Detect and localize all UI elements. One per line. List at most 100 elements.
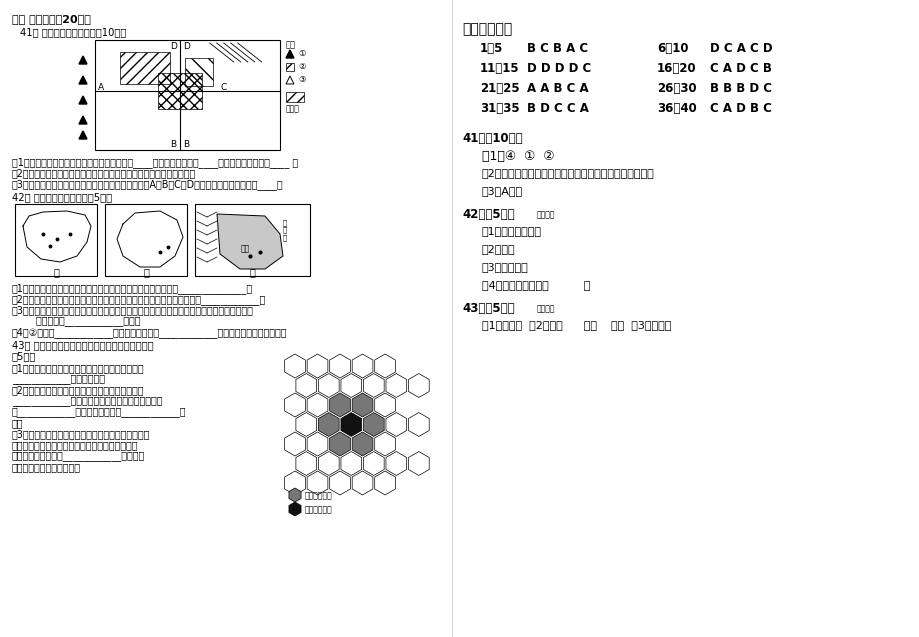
Polygon shape	[284, 393, 305, 417]
Polygon shape	[284, 432, 305, 456]
Bar	[15, 204, 96, 276]
Polygon shape	[329, 432, 350, 456]
Text: B B B D C: B B B D C	[709, 82, 771, 95]
Polygon shape	[286, 50, 294, 58]
Text: 草原: 草原	[240, 244, 249, 253]
Text: 居民区: 居民区	[286, 104, 300, 113]
Text: 旧城商业用地: 旧城商业用地	[305, 491, 333, 500]
Polygon shape	[341, 373, 361, 397]
Polygon shape	[79, 96, 87, 104]
Polygon shape	[352, 432, 372, 456]
Text: 41．（10分）: 41．（10分）	[461, 132, 522, 145]
Polygon shape	[386, 373, 406, 397]
Polygon shape	[374, 471, 395, 495]
Text: 甲: 甲	[53, 267, 59, 277]
Bar	[185, 58, 213, 86]
Text: 是____________中心，其余六个为____________中: 是____________中心，其余六个为____________中	[12, 407, 187, 417]
Polygon shape	[217, 214, 283, 269]
Text: C: C	[221, 83, 227, 92]
Polygon shape	[318, 373, 339, 397]
Text: 43． 读北京市商业中心分布示意图，回答下列问题: 43． 读北京市商业中心分布示意图，回答下列问题	[12, 340, 153, 350]
Text: （4）②城市是____________，靠近农业地区是____________草原，该草原以牾牛为主。: （4）②城市是____________，靠近农业地区是____________草…	[12, 327, 288, 338]
Polygon shape	[363, 452, 384, 475]
Polygon shape	[79, 56, 87, 64]
Polygon shape	[386, 413, 406, 436]
Text: 21＇25: 21＇25	[480, 82, 519, 95]
Bar	[286, 63, 294, 71]
Text: （2）小麦: （2）小麦	[482, 244, 515, 254]
Polygon shape	[352, 471, 372, 495]
Polygon shape	[307, 471, 327, 495]
Text: （3）新中国成立后，在旧城外边展加了新街道，北新: （3）新中国成立后，在旧城外边展加了新街道，北新	[12, 429, 150, 439]
Text: 42． 读下图，回答问题：（5分）: 42． 读下图，回答问题：（5分）	[12, 192, 112, 202]
Text: （2）两种农业地域类型的农场一般多为家庭经营的，种植的农作物中均有____________，: （2）两种农业地域类型的农场一般多为家庭经营的，种植的农作物中均有_______…	[12, 294, 266, 305]
Text: （3）为改善城市环境，拟建设一条防护林带，在图中A、B、C、D四地带中，效果最好的是____。: （3）为改善城市环境，拟建设一条防护林带，在图中A、B、C、D四地带中，效果最好…	[12, 179, 283, 190]
Text: 小字标注: 小字标注	[537, 304, 555, 313]
Polygon shape	[374, 393, 395, 417]
Text: 41． 读图，回答下列问题（10分）: 41． 读图，回答下列问题（10分）	[20, 27, 126, 37]
Text: 1＇5: 1＇5	[480, 42, 503, 55]
Polygon shape	[284, 354, 305, 378]
Polygon shape	[289, 502, 301, 516]
Text: 6＇10: 6＇10	[656, 42, 687, 55]
Bar	[119, 52, 170, 84]
Text: 26＇30: 26＇30	[656, 82, 696, 95]
Text: 图例: 图例	[286, 40, 296, 49]
Text: D: D	[170, 42, 176, 51]
Text: B: B	[183, 140, 189, 149]
Text: 乙: 乙	[143, 267, 149, 277]
Text: （2）河流上游处的工厂（即图中左下角邻河处的工厂）。: （2）河流上游处的工厂（即图中左下角邻河处的工厂）。	[482, 168, 654, 178]
Text: （2）有严重污染的工业中，有一工厂布局是不合理的，在图上圆出来。: （2）有严重污染的工业中，有一工厂布局是不合理的，在图上圆出来。	[12, 168, 196, 178]
Polygon shape	[408, 452, 429, 475]
Text: （1）根据图例符号，属于无污染的工业图例是____，严重污染工业是____，轻度污染的工业是____ 。: （1）根据图例符号，属于无污染的工业图例是____，严重污染工业是____，轻度…	[12, 157, 298, 168]
Polygon shape	[374, 354, 395, 378]
Polygon shape	[289, 488, 301, 502]
Polygon shape	[363, 413, 384, 436]
Polygon shape	[341, 413, 361, 436]
Text: 的商业中心布局是合理的。: 的商业中心布局是合理的。	[12, 462, 81, 472]
Polygon shape	[307, 393, 327, 417]
Text: 二． 综合题（共20分）: 二． 综合题（共20分）	[12, 14, 91, 24]
Text: 桥、菜市口、广安门、红桥等商业中心，并繁荣起: 桥、菜市口、广安门、红桥等商业中心，并繁荣起	[12, 440, 139, 450]
Bar	[95, 40, 279, 150]
Polygon shape	[307, 354, 327, 378]
Text: B D C C A: B D C C A	[527, 102, 588, 115]
Text: ____________理论的思想。: ____________理论的思想。	[12, 374, 105, 384]
Text: 丙: 丙	[249, 267, 255, 277]
Polygon shape	[286, 76, 294, 84]
Text: （4）布宜诺斯艾利斯          牛: （4）布宜诺斯艾利斯 牛	[482, 280, 590, 290]
Text: ____________形，原旧城内共有七个，中间的一个: ____________形，原旧城内共有七个，中间的一个	[12, 396, 163, 406]
Text: （3）乙图所示的农业区在大分水岭的迎风面，灌溉水源成为这里发展农业的限制条件，为此，: （3）乙图所示的农业区在大分水岭的迎风面，灌溉水源成为这里发展农业的限制条件，为…	[12, 305, 254, 315]
Polygon shape	[318, 452, 339, 475]
Bar	[158, 73, 202, 108]
Polygon shape	[408, 373, 429, 397]
Text: ③: ③	[298, 75, 305, 84]
Text: B C B A C: B C B A C	[527, 42, 587, 55]
Text: ①: ①	[298, 49, 305, 58]
Polygon shape	[374, 432, 395, 456]
Text: 该国修建了____________工程。: 该国修建了____________工程。	[24, 316, 141, 326]
Text: （1）中心地  （2）六边      政治    商业  （3）中心地: （1）中心地 （2）六边 政治 商业 （3）中心地	[482, 320, 671, 330]
Polygon shape	[318, 413, 339, 436]
Text: 42．（5分）: 42．（5分）	[461, 208, 514, 221]
Text: 31＇35: 31＇35	[480, 102, 519, 115]
Text: 36＇40: 36＇40	[656, 102, 696, 115]
Polygon shape	[352, 354, 372, 378]
Text: 心。: 心。	[12, 418, 24, 428]
Text: 新城商业用地: 新城商业用地	[305, 505, 333, 514]
Text: D D D D C: D D D D C	[527, 62, 591, 75]
Bar	[286, 92, 303, 102]
Polygon shape	[352, 393, 372, 417]
Text: （5分）: （5分）	[12, 351, 37, 361]
Polygon shape	[341, 452, 361, 475]
Polygon shape	[284, 471, 305, 495]
Polygon shape	[329, 471, 350, 495]
Text: （3）东水西调: （3）东水西调	[482, 262, 528, 272]
Text: A A B C A: A A B C A	[527, 82, 588, 95]
Text: （2）北京城内的商业中心的服务范围大小可划分为: （2）北京城内的商业中心的服务范围大小可划分为	[12, 385, 144, 395]
Text: D C A C D: D C A C D	[709, 42, 772, 55]
Text: 11＇15: 11＇15	[480, 62, 519, 75]
Text: D: D	[183, 42, 189, 51]
Polygon shape	[408, 413, 429, 436]
Bar	[195, 204, 310, 276]
